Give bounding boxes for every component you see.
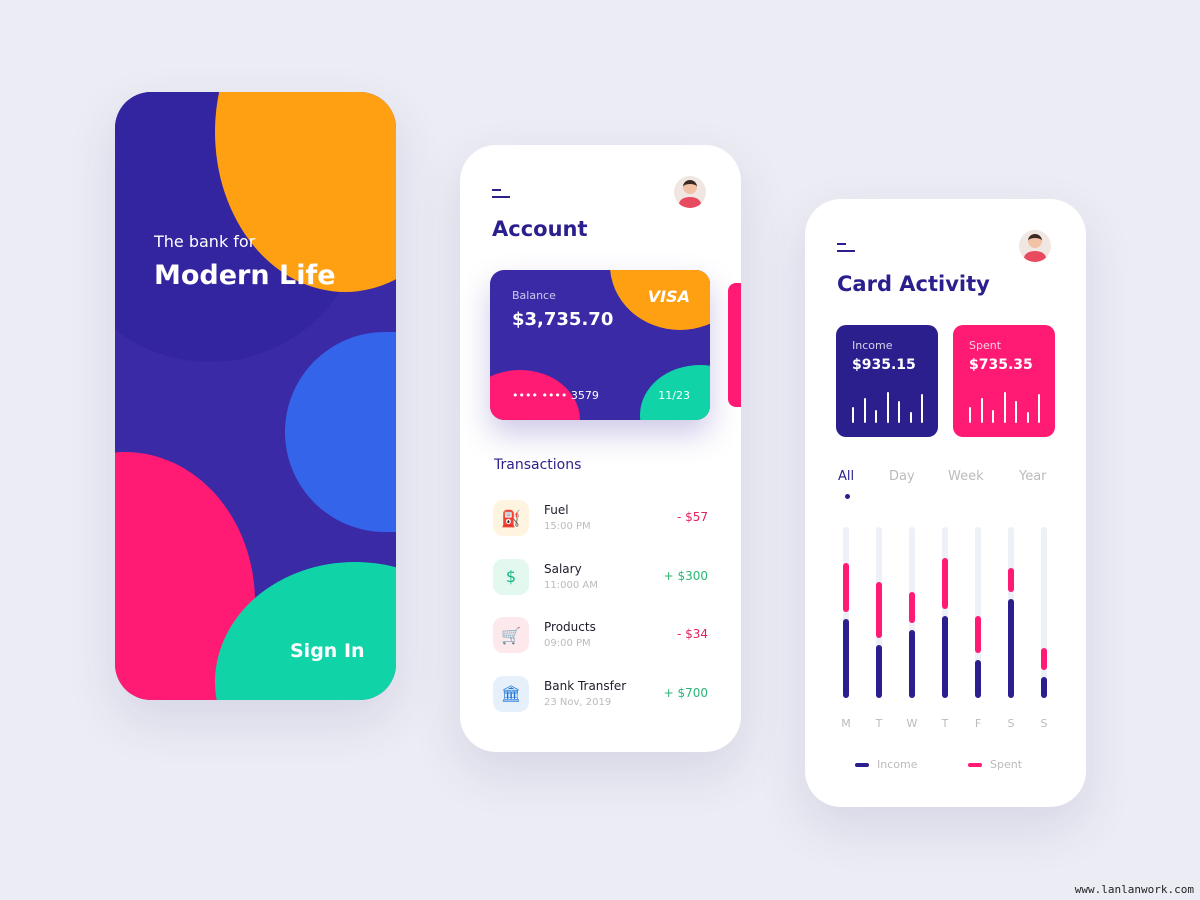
- transaction-row[interactable]: ⛽ Fuel 15:00 PM - $57: [493, 500, 708, 540]
- transaction-amount: + $700: [663, 685, 708, 700]
- transaction-time: 11:000 AM: [544, 579, 598, 591]
- spent-bar[interactable]: [975, 615, 981, 654]
- mini-bar: [980, 397, 983, 423]
- transactions-title: Transactions: [494, 457, 582, 473]
- transaction-amount: + $300: [663, 568, 708, 583]
- spent-bar[interactable]: [1008, 567, 1014, 592]
- page-title: Card Activity: [837, 272, 990, 296]
- day-label: S: [1040, 717, 1048, 730]
- active-tab-indicator: [845, 494, 850, 499]
- mini-bar: [1038, 394, 1040, 423]
- transaction-amount: - $34: [676, 627, 708, 641]
- spent-bar[interactable]: [1041, 648, 1047, 671]
- welcome-screen: The bank for Modern Life Sign In: [115, 92, 396, 700]
- mini-bar: [852, 406, 854, 423]
- next-card-peek[interactable]: [728, 283, 741, 407]
- spent-bar[interactable]: [876, 581, 882, 638]
- spent-bar[interactable]: [942, 557, 948, 609]
- transaction-time: 23 Nov, 2019: [544, 696, 612, 708]
- income-bar[interactable]: [942, 615, 948, 698]
- page-title: Account: [492, 217, 588, 241]
- income-bar[interactable]: [1041, 677, 1047, 698]
- salary-icon: $: [493, 558, 529, 595]
- income-bar[interactable]: [975, 660, 981, 698]
- income-legend-label: Income: [877, 758, 918, 771]
- transaction-name: Fuel: [544, 503, 569, 517]
- card-expiry: 11/23: [658, 389, 690, 402]
- menu-icon[interactable]: [492, 189, 510, 203]
- balance-card[interactable]: Balance $3,735.70 VISA •••• •••• 3579 11…: [490, 270, 710, 420]
- income-label: Income: [852, 339, 893, 352]
- spent-value: $735.35: [969, 357, 1033, 373]
- day-label: T: [941, 717, 949, 730]
- account-screen: Account Balance $3,735.70 VISA •••• ••••…: [460, 145, 741, 752]
- transaction-name: Products: [544, 620, 596, 634]
- transaction-time: 09:00 PM: [544, 638, 591, 649]
- mini-bar: [909, 412, 912, 423]
- mini-bar: [1026, 412, 1029, 423]
- transaction-row[interactable]: 🏛 Bank Transfer 23 Nov, 2019 + $700: [493, 675, 708, 716]
- bar-track: [1041, 527, 1047, 698]
- day-label: T: [875, 717, 883, 730]
- bar-track: [975, 527, 981, 698]
- income-bar[interactable]: [876, 644, 882, 698]
- bar-track: [843, 527, 849, 698]
- mini-bar: [898, 401, 900, 423]
- income-legend-swatch: [855, 763, 869, 767]
- day-label: S: [1007, 717, 1015, 730]
- menu-icon[interactable]: [837, 243, 855, 257]
- balance-label: Balance: [512, 289, 556, 302]
- transaction-row[interactable]: 🛒 Products 09:00 PM - $34: [493, 617, 708, 657]
- transaction-name: Salary: [544, 561, 582, 576]
- sign-in-button[interactable]: Sign In: [290, 640, 365, 662]
- income-bar[interactable]: [909, 629, 915, 698]
- income-bar[interactable]: [843, 619, 849, 698]
- bar-track: [942, 527, 948, 698]
- day-label: F: [974, 717, 982, 730]
- mini-bar: [1003, 392, 1006, 423]
- spent-label: Spent: [969, 339, 1002, 352]
- cart-icon: 🛒: [493, 617, 529, 653]
- balance-value: $3,735.70: [512, 309, 614, 330]
- avatar[interactable]: [1019, 230, 1051, 262]
- tab-all[interactable]: All: [838, 469, 855, 484]
- mini-bar: [886, 392, 889, 423]
- transaction-name: Bank Transfer: [544, 678, 627, 693]
- mini-bar: [863, 397, 866, 423]
- visa-logo: VISA: [647, 287, 690, 306]
- avatar[interactable]: [674, 176, 706, 208]
- mini-bar: [921, 394, 923, 423]
- spent-summary[interactable]: Spent $735.35: [953, 325, 1055, 437]
- tab-week[interactable]: Week: [948, 469, 984, 484]
- mini-bar: [969, 406, 971, 423]
- bank-icon: 🏛: [493, 675, 529, 712]
- tab-day[interactable]: Day: [889, 469, 915, 484]
- spent-legend-label: Spent: [990, 758, 1023, 771]
- income-summary[interactable]: Income $935.15: [836, 325, 938, 437]
- income-bar[interactable]: [1008, 598, 1014, 698]
- fuel-icon: ⛽: [493, 500, 529, 536]
- income-value: $935.15: [852, 357, 916, 373]
- watermark: www.lanlanwork.com: [1074, 883, 1194, 896]
- card-activity-screen: Card Activity Income $935.15 Spent $735.…: [805, 199, 1086, 807]
- spent-bar[interactable]: [909, 591, 915, 623]
- mini-bar: [875, 410, 877, 423]
- tab-year[interactable]: Year: [1019, 469, 1047, 484]
- card-number: •••• •••• 3579: [512, 389, 599, 402]
- mini-bar: [992, 410, 994, 423]
- transaction-row[interactable]: $ Salary 11:000 AM + $300: [493, 558, 708, 599]
- transaction-amount: - $57: [676, 510, 708, 524]
- day-label: M: [841, 717, 851, 730]
- spent-legend-swatch: [968, 763, 982, 767]
- welcome-subtitle: The bank for: [154, 232, 256, 251]
- transaction-time: 15:00 PM: [544, 521, 591, 532]
- spent-bar[interactable]: [843, 562, 849, 613]
- mini-bar: [1015, 401, 1017, 423]
- welcome-title: Modern Life: [154, 260, 336, 291]
- day-label: W: [906, 717, 918, 730]
